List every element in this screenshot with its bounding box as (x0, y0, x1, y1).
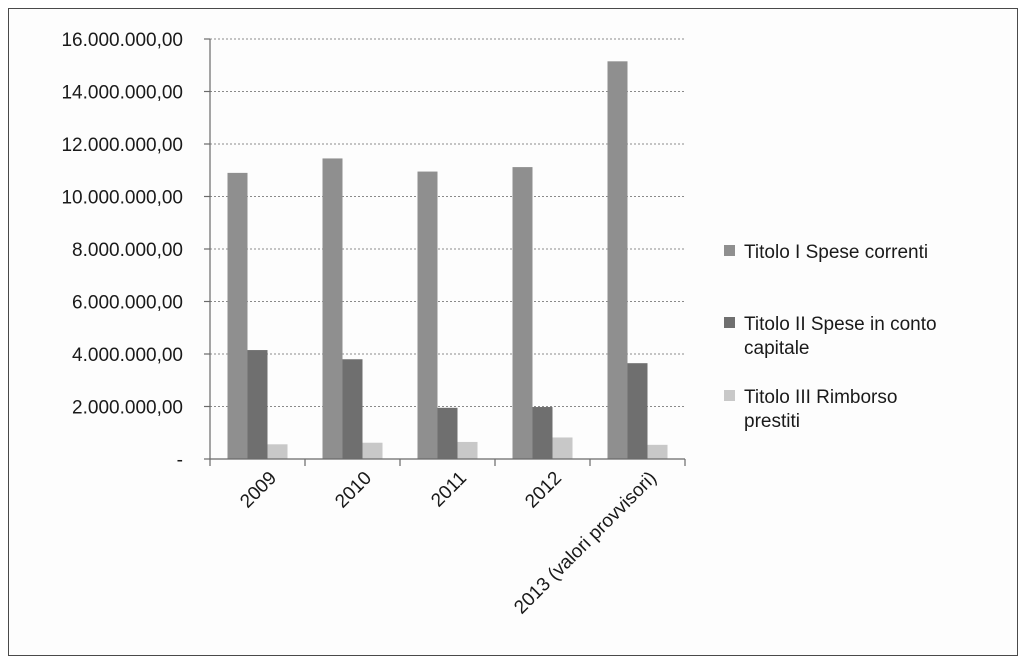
y-tick-label: 16.000.000,00 (61, 30, 183, 51)
bar-2-2013 (627, 363, 648, 459)
y-tick-label: 14.000.000,00 (61, 83, 183, 104)
bar-2-2010 (342, 359, 363, 459)
bar-3-2010 (362, 442, 383, 459)
bars (227, 61, 668, 459)
legend-swatch (724, 390, 735, 401)
bar-1-2010 (322, 158, 343, 459)
x-tick-label: 2011 (427, 468, 471, 512)
x-tick-label: 2012 (521, 468, 566, 513)
bar-3-2012 (552, 437, 573, 459)
legend-swatch (724, 317, 735, 328)
bar-1-2012 (512, 167, 533, 459)
bar-3-2011 (457, 441, 478, 459)
y-tick-label: 6.000.000,00 (72, 293, 183, 314)
legend-swatch (724, 245, 735, 256)
y-tick-label: 4.000.000,00 (72, 345, 183, 366)
legend-label: Titolo I Spese correnti (744, 242, 928, 263)
x-tick-label: 2009 (236, 468, 281, 513)
bar-2-2009 (247, 350, 268, 459)
bar-1-2009 (227, 172, 248, 459)
y-tick-label: 2.000.000,00 (72, 398, 183, 419)
bar-2-2012 (532, 407, 553, 459)
legend-label: Titolo III Rimborso prestiti (744, 387, 897, 432)
bar-1-2013 (607, 61, 628, 459)
bar-1-2011 (417, 171, 438, 459)
y-axis-ticks: - 2.000.000,00 4.000.000,00 6.000.000,00 8.0… (61, 30, 183, 471)
y-tick-label: 10.000.000,00 (61, 188, 183, 209)
x-tick-label: 2010 (331, 468, 376, 513)
axes (204, 38, 686, 466)
bar-2-2011 (437, 407, 458, 459)
legend: Titolo I Spese correnti Titolo II Spese i… (724, 242, 937, 432)
bar-3-2013 (647, 444, 668, 459)
y-tick-label: 8.000.000,00 (72, 240, 183, 261)
legend-label: Titolo II Spese in conto capitale (744, 314, 937, 359)
y-tick-label: 12.000.000,00 (61, 135, 183, 156)
y-tick-label: - (177, 450, 183, 471)
bar-3-2009 (267, 444, 288, 459)
gridlines (210, 38, 685, 407)
